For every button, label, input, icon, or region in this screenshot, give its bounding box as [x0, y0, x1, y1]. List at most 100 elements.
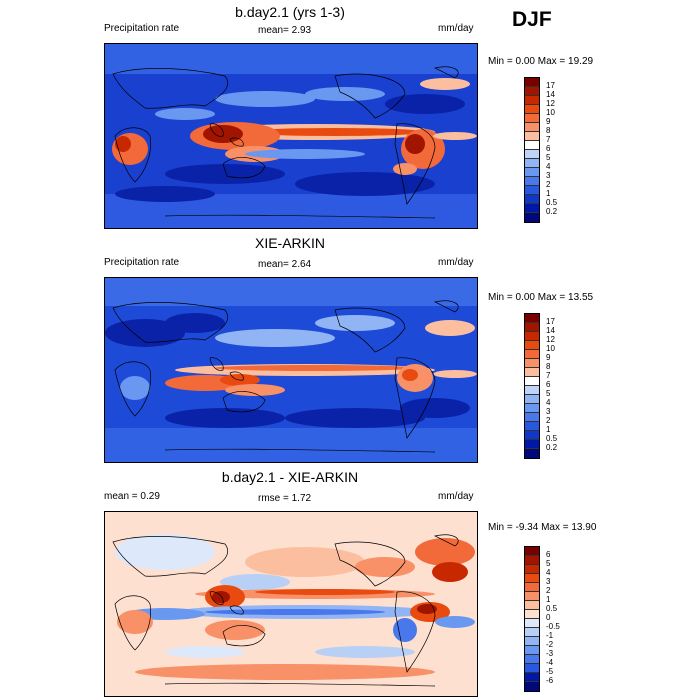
colorbar-tick-label: -2	[546, 640, 554, 649]
colorbar-tick-label: 0.5	[546, 604, 558, 613]
panel1-minmax: Min = 0.00 Max = 19.29	[488, 56, 594, 67]
colorbar-swatch	[525, 404, 539, 413]
colorbar-swatch	[525, 628, 539, 637]
colorbar-tick-label: 0.2	[546, 207, 558, 216]
colorbar-tick-label: 6	[546, 144, 551, 153]
colorbar-tick-label: 2	[546, 586, 551, 595]
colorbar-tick-label: 5	[546, 389, 551, 398]
colorbar-swatch	[525, 395, 539, 404]
panel2-variable-label: Precipitation rate	[104, 257, 180, 268]
colorbar-swatch	[525, 386, 539, 395]
colorbar-tick-label: 3	[546, 407, 551, 416]
colorbar-tick-label: -3	[546, 649, 554, 658]
panel1-precip-field	[105, 44, 477, 228]
colorbar-swatch	[525, 601, 539, 610]
colorbar-swatch	[525, 655, 539, 664]
colorbar-swatch	[525, 87, 539, 96]
colorbar-tick-label: 14	[546, 326, 555, 335]
colorbar-tick-label: 4	[546, 568, 551, 577]
colorbar-tick-label: 0.5	[546, 434, 558, 443]
colorbar-swatch	[525, 673, 539, 682]
panel3-colorbar	[524, 546, 540, 692]
colorbar-tick-label: 17	[546, 81, 555, 90]
panel3-units-label: mm/day	[438, 491, 474, 502]
colorbar-swatch	[525, 341, 539, 350]
colorbar-tick-label: 1	[546, 595, 551, 604]
season-label: DJF	[512, 8, 552, 31]
colorbar-swatch	[525, 619, 539, 628]
panel2-precip-field	[105, 278, 477, 462]
panel3-minmax: Min = -9.34 Max = 13.90	[488, 522, 597, 533]
colorbar-swatch	[525, 565, 539, 574]
colorbar-tick-label: 14	[546, 90, 555, 99]
colorbar-swatch	[525, 368, 539, 377]
colorbar-swatch	[525, 592, 539, 601]
panel3-coastlines	[112, 534, 459, 687]
colorbar-tick-label: 3	[546, 171, 551, 180]
colorbar-tick-label: 10	[546, 108, 555, 117]
colorbar-tick-label: -1	[546, 631, 554, 640]
colorbar-swatch	[525, 168, 539, 177]
colorbar-swatch	[525, 96, 539, 105]
colorbar-swatch	[525, 323, 539, 332]
colorbar-swatch	[525, 213, 539, 222]
colorbar-swatch	[525, 195, 539, 204]
colorbar-swatch	[525, 177, 539, 186]
colorbar-tick-label: 2	[546, 416, 551, 425]
colorbar-swatch	[525, 314, 539, 323]
colorbar-swatch	[525, 547, 539, 556]
colorbar-tick-label: 0.5	[546, 198, 558, 207]
colorbar-tick-label: -6	[546, 676, 554, 685]
colorbar-tick-label: 9	[546, 117, 551, 126]
colorbar-swatch	[525, 449, 539, 458]
panel3-title: b.day2.1 - XIE-ARKIN	[221, 469, 359, 485]
panel1-map	[104, 43, 478, 229]
panel3-difference-field	[115, 534, 475, 680]
colorbar-swatch	[525, 610, 539, 619]
colorbar-tick-label: 5	[546, 153, 551, 162]
colorbar-tick-label: 8	[546, 362, 551, 371]
panel1-units-label: mm/day	[438, 23, 474, 34]
panel1-mean-label: mean= 2.93	[258, 25, 312, 36]
colorbar-swatch	[525, 637, 539, 646]
panel3-colorbar-ticks: 6 5 4 3 2 1 0.5 0 -0.5 -1 -2 -3 -4 -5 -6	[546, 546, 576, 690]
colorbar-swatch	[525, 646, 539, 655]
panel2-colorbar	[524, 313, 540, 459]
panel3-mean-label: mean = 0.29	[104, 491, 160, 502]
panel3-rmse-label: rmse = 1.72	[258, 493, 312, 504]
colorbar-swatch	[525, 159, 539, 168]
colorbar-swatch	[525, 377, 539, 386]
colorbar-tick-label: 1	[546, 189, 551, 198]
colorbar-swatch	[525, 204, 539, 213]
colorbar-tick-label: 0.2	[546, 443, 558, 452]
colorbar-tick-label: 1	[546, 425, 551, 434]
colorbar-tick-label: 12	[546, 335, 555, 344]
panel1-coastlines	[112, 66, 459, 219]
colorbar-tick-label: 6	[546, 550, 551, 559]
colorbar-tick-label: 3	[546, 577, 551, 586]
panel2-minmax: Min = 0.00 Max = 13.55	[488, 292, 594, 303]
colorbar-tick-label: 0	[546, 613, 551, 622]
colorbar-tick-label: 7	[546, 371, 551, 380]
colorbar-swatch	[525, 682, 539, 691]
colorbar-tick-label: 4	[546, 398, 551, 407]
colorbar-tick-label: 12	[546, 99, 555, 108]
panel1-title: b.day2.1 (yrs 1-3)	[235, 4, 345, 20]
colorbar-swatch	[525, 186, 539, 195]
panel2-coastlines	[112, 300, 459, 453]
colorbar-tick-label: -4	[546, 658, 554, 667]
panel2-mean-label: mean= 2.64	[258, 259, 312, 270]
colorbar-tick-label: 7	[546, 135, 551, 144]
colorbar-swatch	[525, 359, 539, 368]
colorbar-tick-label: 9	[546, 353, 551, 362]
panel1-colorbar-ticks: 17 14 12 10 9 8 7 6 5 4 3 2 1 0.5 0.2	[546, 77, 576, 221]
colorbar-tick-label: 5	[546, 559, 551, 568]
colorbar-swatch	[525, 132, 539, 141]
panel1-variable-label: Precipitation rate	[104, 23, 180, 34]
colorbar-swatch	[525, 150, 539, 159]
panel2-units-label: mm/day	[438, 257, 474, 268]
colorbar-tick-label: 2	[546, 180, 551, 189]
colorbar-tick-label: 17	[546, 317, 555, 326]
colorbar-swatch	[525, 141, 539, 150]
colorbar-tick-label: -0.5	[546, 622, 560, 631]
